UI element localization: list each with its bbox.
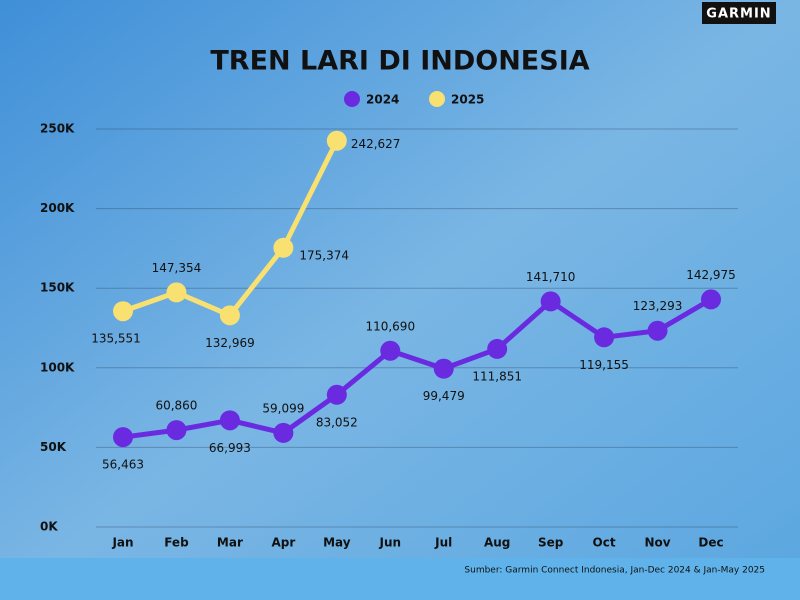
- value-label: 132,969: [205, 336, 255, 350]
- point: [113, 427, 133, 448]
- value-label: 66,993: [209, 441, 251, 455]
- source: Sumber: Garmin Connect Indonesia, Jan-De…: [464, 566, 765, 576]
- value-label: 142,975: [686, 268, 736, 282]
- x-tick-label: Dec: [698, 536, 723, 550]
- value-label: 242,627: [351, 137, 401, 151]
- legend-label: 2025: [451, 93, 484, 107]
- legend-marker: [344, 91, 360, 107]
- point: [647, 320, 668, 341]
- point: [166, 282, 187, 303]
- point: [113, 301, 133, 322]
- y-tick-label: 0K: [40, 520, 58, 534]
- chart-title: TREN LARI DI INDONESIA: [210, 46, 589, 77]
- value-label: 59,099: [262, 401, 304, 415]
- x-tick-label: Sep: [538, 536, 564, 550]
- brand-box: [702, 2, 776, 24]
- point: [326, 384, 347, 405]
- point: [433, 358, 454, 379]
- point: [166, 420, 187, 441]
- value-label: 99,479: [423, 389, 465, 403]
- x-tick-label: Nov: [644, 536, 670, 550]
- value-label: 83,052: [316, 415, 358, 429]
- value-label: 123,293: [633, 299, 683, 313]
- point: [219, 410, 240, 431]
- legend-label: 2024: [366, 93, 399, 107]
- y-tick-label: 250K: [40, 122, 75, 136]
- x-tick-label: Apr: [271, 536, 295, 550]
- footer-band: [0, 558, 800, 600]
- point: [380, 340, 401, 361]
- point: [273, 237, 294, 258]
- value-label: 56,463: [102, 458, 144, 472]
- legend-marker: [429, 91, 445, 107]
- point: [219, 305, 240, 326]
- y-tick-label: 50K: [40, 440, 67, 454]
- point: [594, 327, 615, 348]
- value-label: 135,551: [91, 332, 141, 346]
- x-tick-label: Aug: [484, 536, 510, 550]
- y-tick-label: 200K: [40, 201, 75, 215]
- y-tick-label: 100K: [40, 360, 75, 374]
- point: [273, 422, 294, 443]
- x-tick-label: Oct: [593, 536, 616, 550]
- point: [701, 289, 721, 310]
- brand: GARMIN: [706, 7, 771, 22]
- value-label: 119,155: [579, 358, 629, 372]
- value-label: 175,374: [299, 248, 349, 262]
- x-tick-label: Jun: [378, 536, 401, 550]
- y-tick-label: 150K: [40, 281, 75, 295]
- value-label: 110,690: [365, 319, 415, 333]
- point: [487, 338, 508, 359]
- value-label: 60,860: [155, 399, 197, 413]
- x-tick-label: Jan: [111, 536, 133, 550]
- x-tick-label: Feb: [164, 536, 189, 550]
- x-tick-label: May: [323, 536, 351, 550]
- value-label: 111,851: [472, 369, 522, 383]
- point: [540, 291, 561, 312]
- point: [326, 130, 347, 151]
- value-label: 147,354: [152, 261, 202, 275]
- value-label: 141,710: [526, 270, 576, 284]
- x-tick-label: Jul: [434, 536, 452, 550]
- x-tick-label: Mar: [217, 536, 243, 550]
